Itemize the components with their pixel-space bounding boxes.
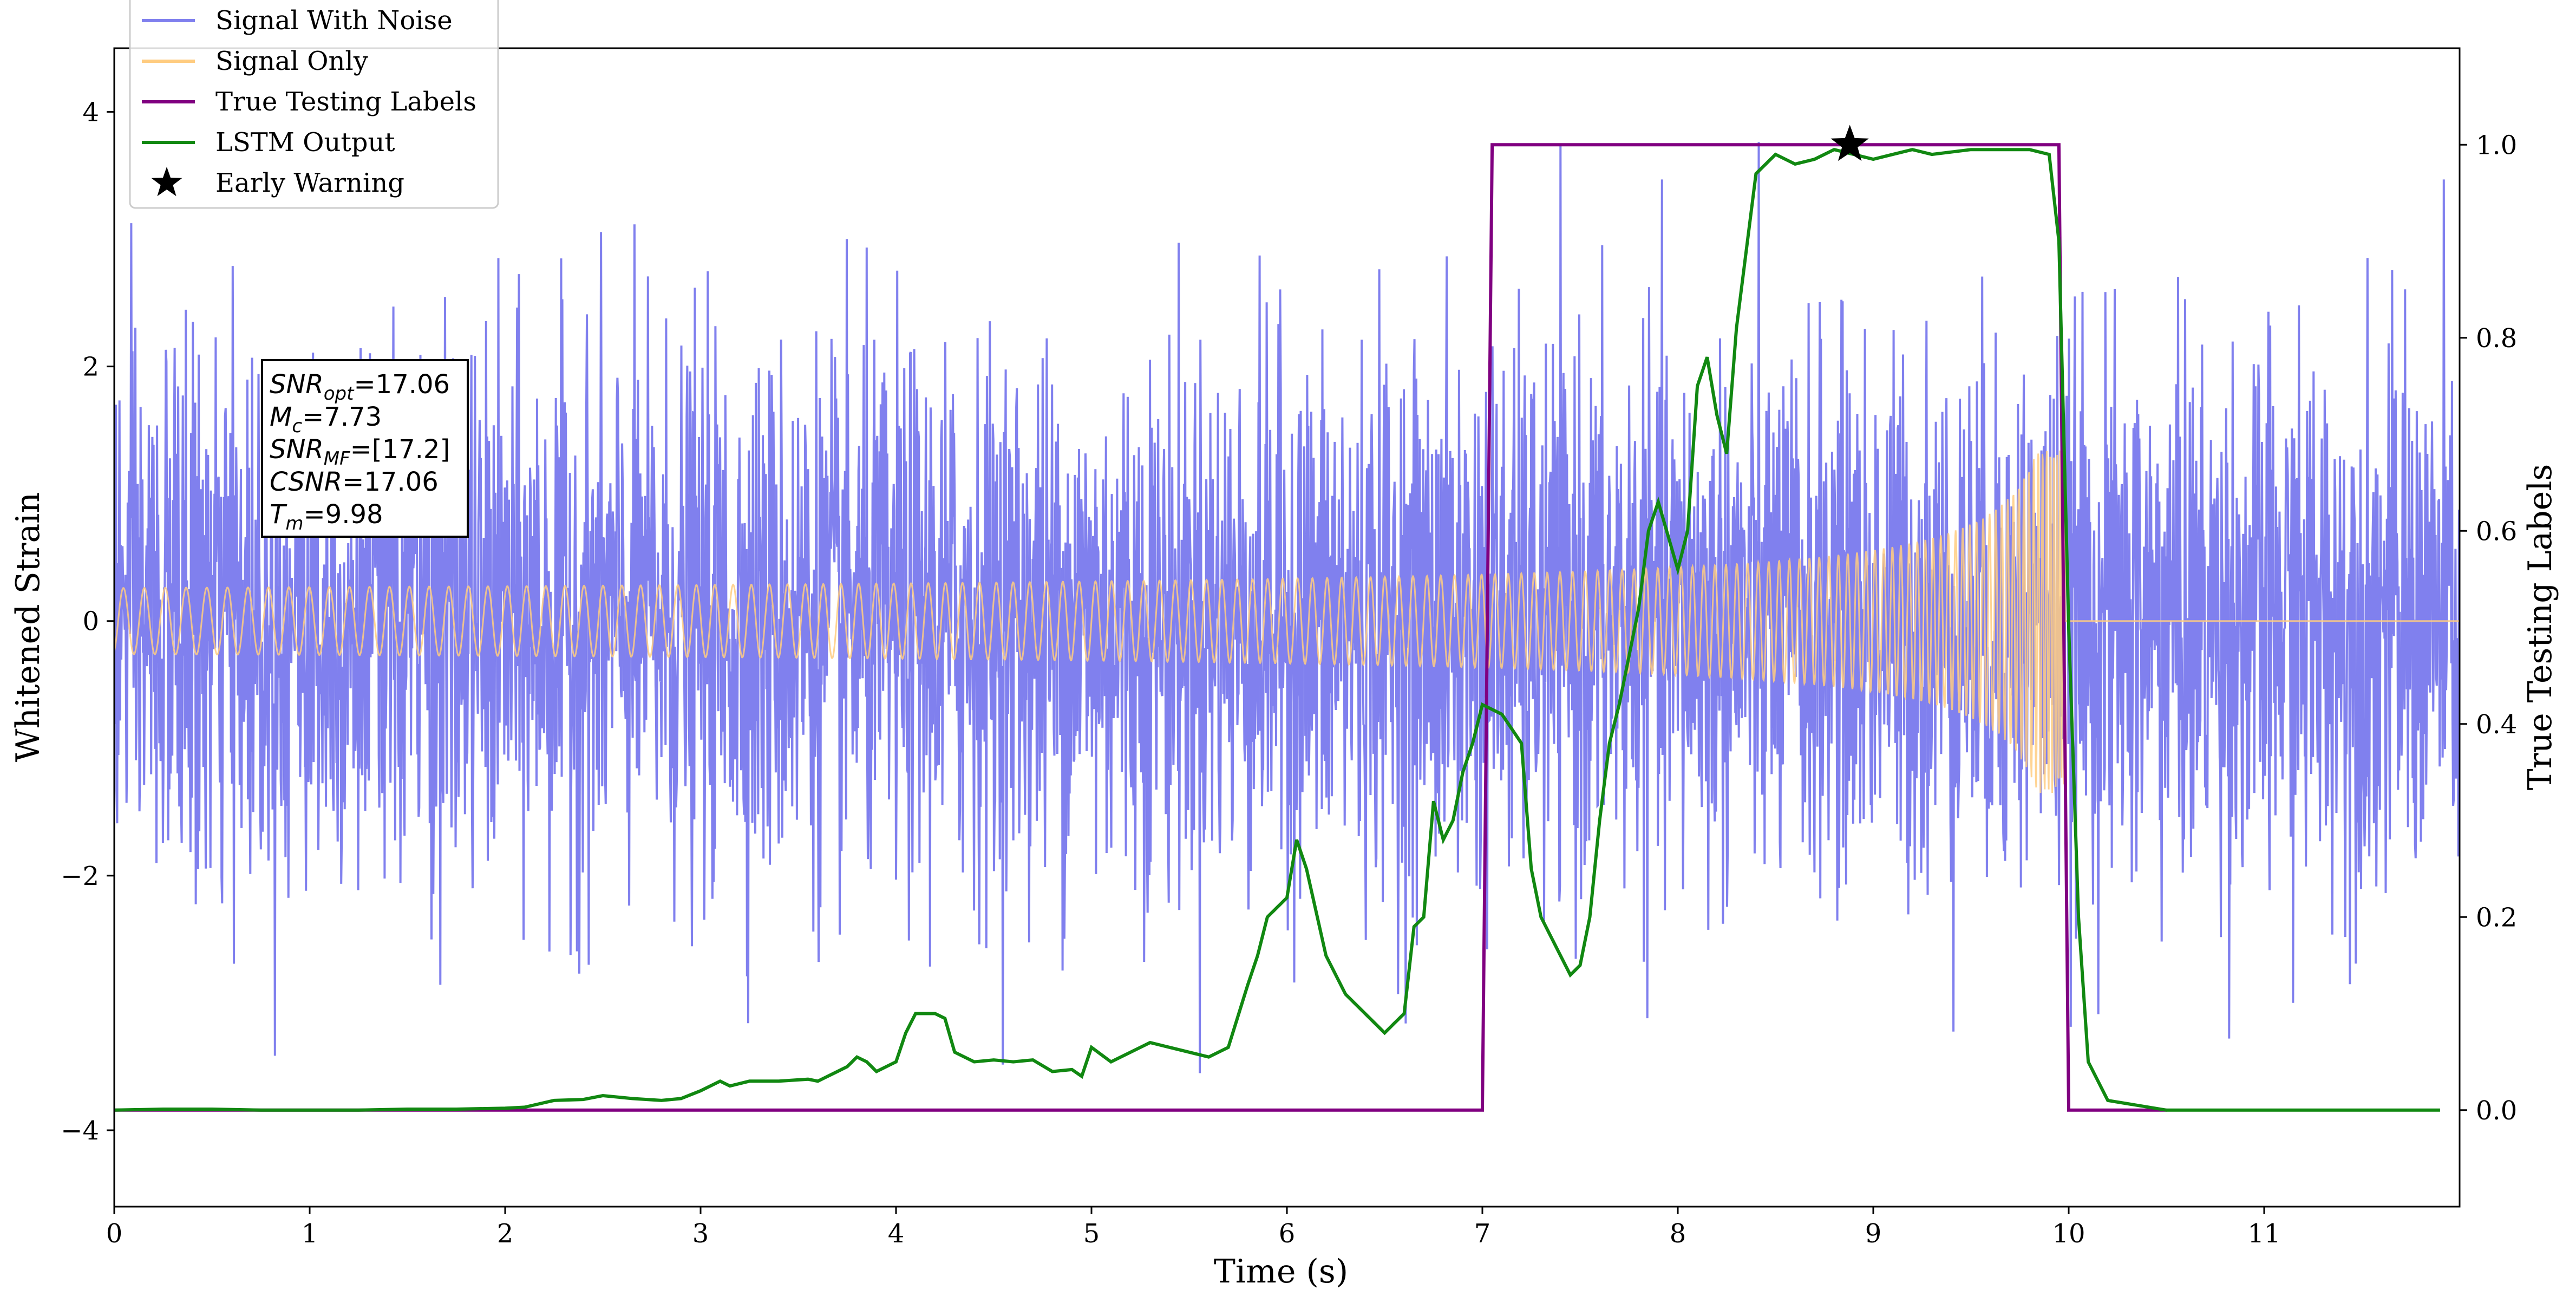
legend-label: Signal With Noise bbox=[215, 5, 453, 36]
y2-tick-label: 0.0 bbox=[2476, 1096, 2517, 1126]
y2-tick-label: 0.2 bbox=[2476, 902, 2517, 933]
x-tick-label: 10 bbox=[2052, 1219, 2085, 1249]
legend-label: Signal Only bbox=[215, 46, 368, 76]
parameters-box: SNRopt=17.06Mc=7.73SNRMF=[17.2]CSNR=17.0… bbox=[261, 359, 469, 538]
parameters-box-frame bbox=[261, 359, 469, 538]
x-axis-label: Time (s) bbox=[1214, 1253, 1348, 1291]
x-tick-label: 9 bbox=[1865, 1219, 1882, 1249]
parameter-line: Tm=9.98 bbox=[270, 499, 383, 535]
early-warning-series bbox=[1830, 125, 1869, 161]
lstm-output-line bbox=[114, 148, 2440, 1112]
y2-axis-label: True Testing Labels bbox=[2521, 464, 2559, 791]
x-tick-label: 2 bbox=[497, 1219, 514, 1249]
y2-tick-label: 1.0 bbox=[2476, 130, 2517, 160]
y-axis-right: 0.0 0.2 0.4 0.6 0.8 1.0 bbox=[2460, 130, 2517, 1126]
y-axis-left: −4 −2 0 2 4 bbox=[61, 97, 114, 1146]
parameter-line: SNRMF=[17.2] bbox=[270, 434, 450, 470]
y2-tick-label: 0.4 bbox=[2476, 709, 2517, 740]
lstm-output-series bbox=[114, 148, 2440, 1112]
plot-area bbox=[114, 125, 2460, 1112]
early-warning-star bbox=[1830, 125, 1869, 161]
true-testing-labels-series bbox=[114, 143, 2167, 1112]
y-tick-label: 2 bbox=[82, 352, 99, 382]
legend-box bbox=[129, 0, 499, 209]
parameter-line: CSNR=17.06 bbox=[270, 467, 439, 497]
x-tick-label: 7 bbox=[1474, 1219, 1491, 1249]
x-tick-label: 6 bbox=[1279, 1219, 1296, 1249]
x-tick-label: 11 bbox=[2247, 1219, 2280, 1249]
legend-label: True Testing Labels bbox=[215, 87, 476, 117]
y-tick-label: 4 bbox=[82, 97, 99, 128]
x-tick-label: 3 bbox=[692, 1219, 709, 1249]
x-tick-label: 4 bbox=[888, 1219, 905, 1249]
y-tick-label: −2 bbox=[61, 861, 99, 891]
y-tick-label: 0 bbox=[82, 607, 99, 637]
legend-star-icon bbox=[151, 167, 182, 197]
legend-label: Early Warning bbox=[215, 168, 404, 198]
x-tick-label: 0 bbox=[106, 1219, 123, 1249]
y-axis-label: Whitened Strain bbox=[9, 492, 47, 762]
y2-tick-label: 0.6 bbox=[2476, 516, 2517, 546]
legend: Signal With Noise Signal Only True Testing… bbox=[129, 0, 499, 209]
y-tick-label: −4 bbox=[61, 1116, 99, 1146]
parameter-line: SNRopt=17.06 bbox=[270, 369, 450, 405]
legend-label: LSTM Output bbox=[215, 127, 395, 158]
x-tick-label: 5 bbox=[1083, 1219, 1100, 1249]
y2-tick-label: 0.8 bbox=[2476, 323, 2517, 354]
true-testing-labels-line bbox=[114, 143, 2167, 1112]
x-axis: 0 1 2 3 4 5 6 7 8 9 10 11 bbox=[106, 1207, 2281, 1249]
parameter-line: Mc=7.73 bbox=[270, 402, 382, 437]
x-tick-label: 8 bbox=[1670, 1219, 1686, 1249]
x-tick-label: 1 bbox=[302, 1219, 318, 1249]
